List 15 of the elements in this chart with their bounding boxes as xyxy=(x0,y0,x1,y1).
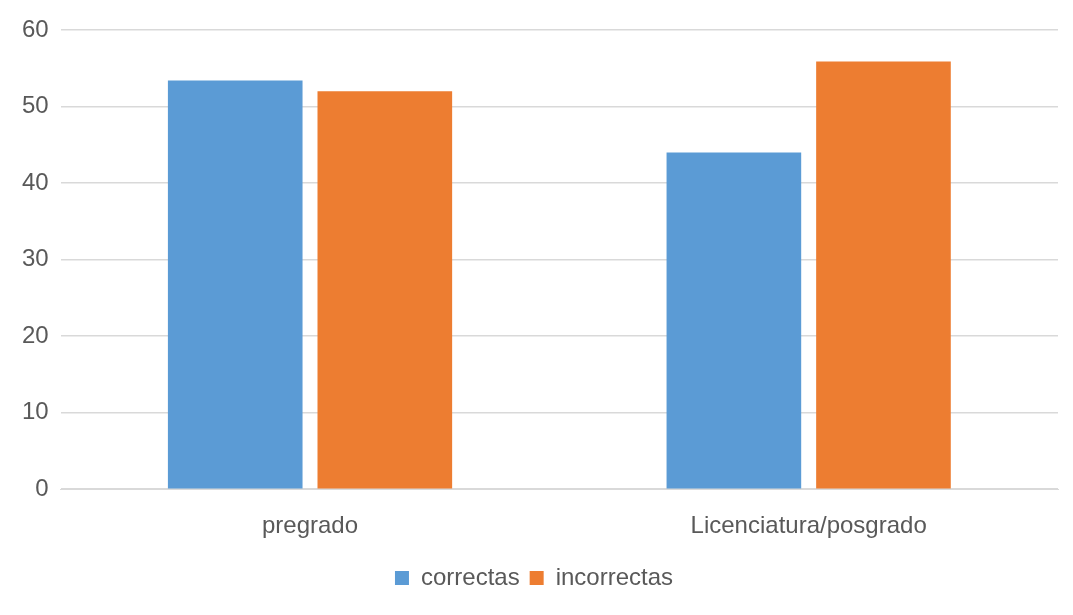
bar xyxy=(816,61,951,489)
legend-label: incorrectas xyxy=(555,562,674,590)
y-tick-label: 10 xyxy=(21,397,49,425)
y-tick-label: 20 xyxy=(21,320,49,348)
bar xyxy=(167,80,303,489)
y-tick-label: 0 xyxy=(35,473,49,501)
legend-label: correctas xyxy=(420,562,520,590)
y-tick-label: 60 xyxy=(21,14,49,42)
bar xyxy=(666,152,802,489)
bar xyxy=(317,91,453,489)
x-tick-label: Licenciatura/posgrado xyxy=(690,511,927,539)
y-tick-label: 30 xyxy=(21,244,49,272)
y-tick-label: 50 xyxy=(21,91,49,119)
x-tick-label: pregrado xyxy=(261,511,359,539)
y-tick-label: 40 xyxy=(21,167,49,195)
